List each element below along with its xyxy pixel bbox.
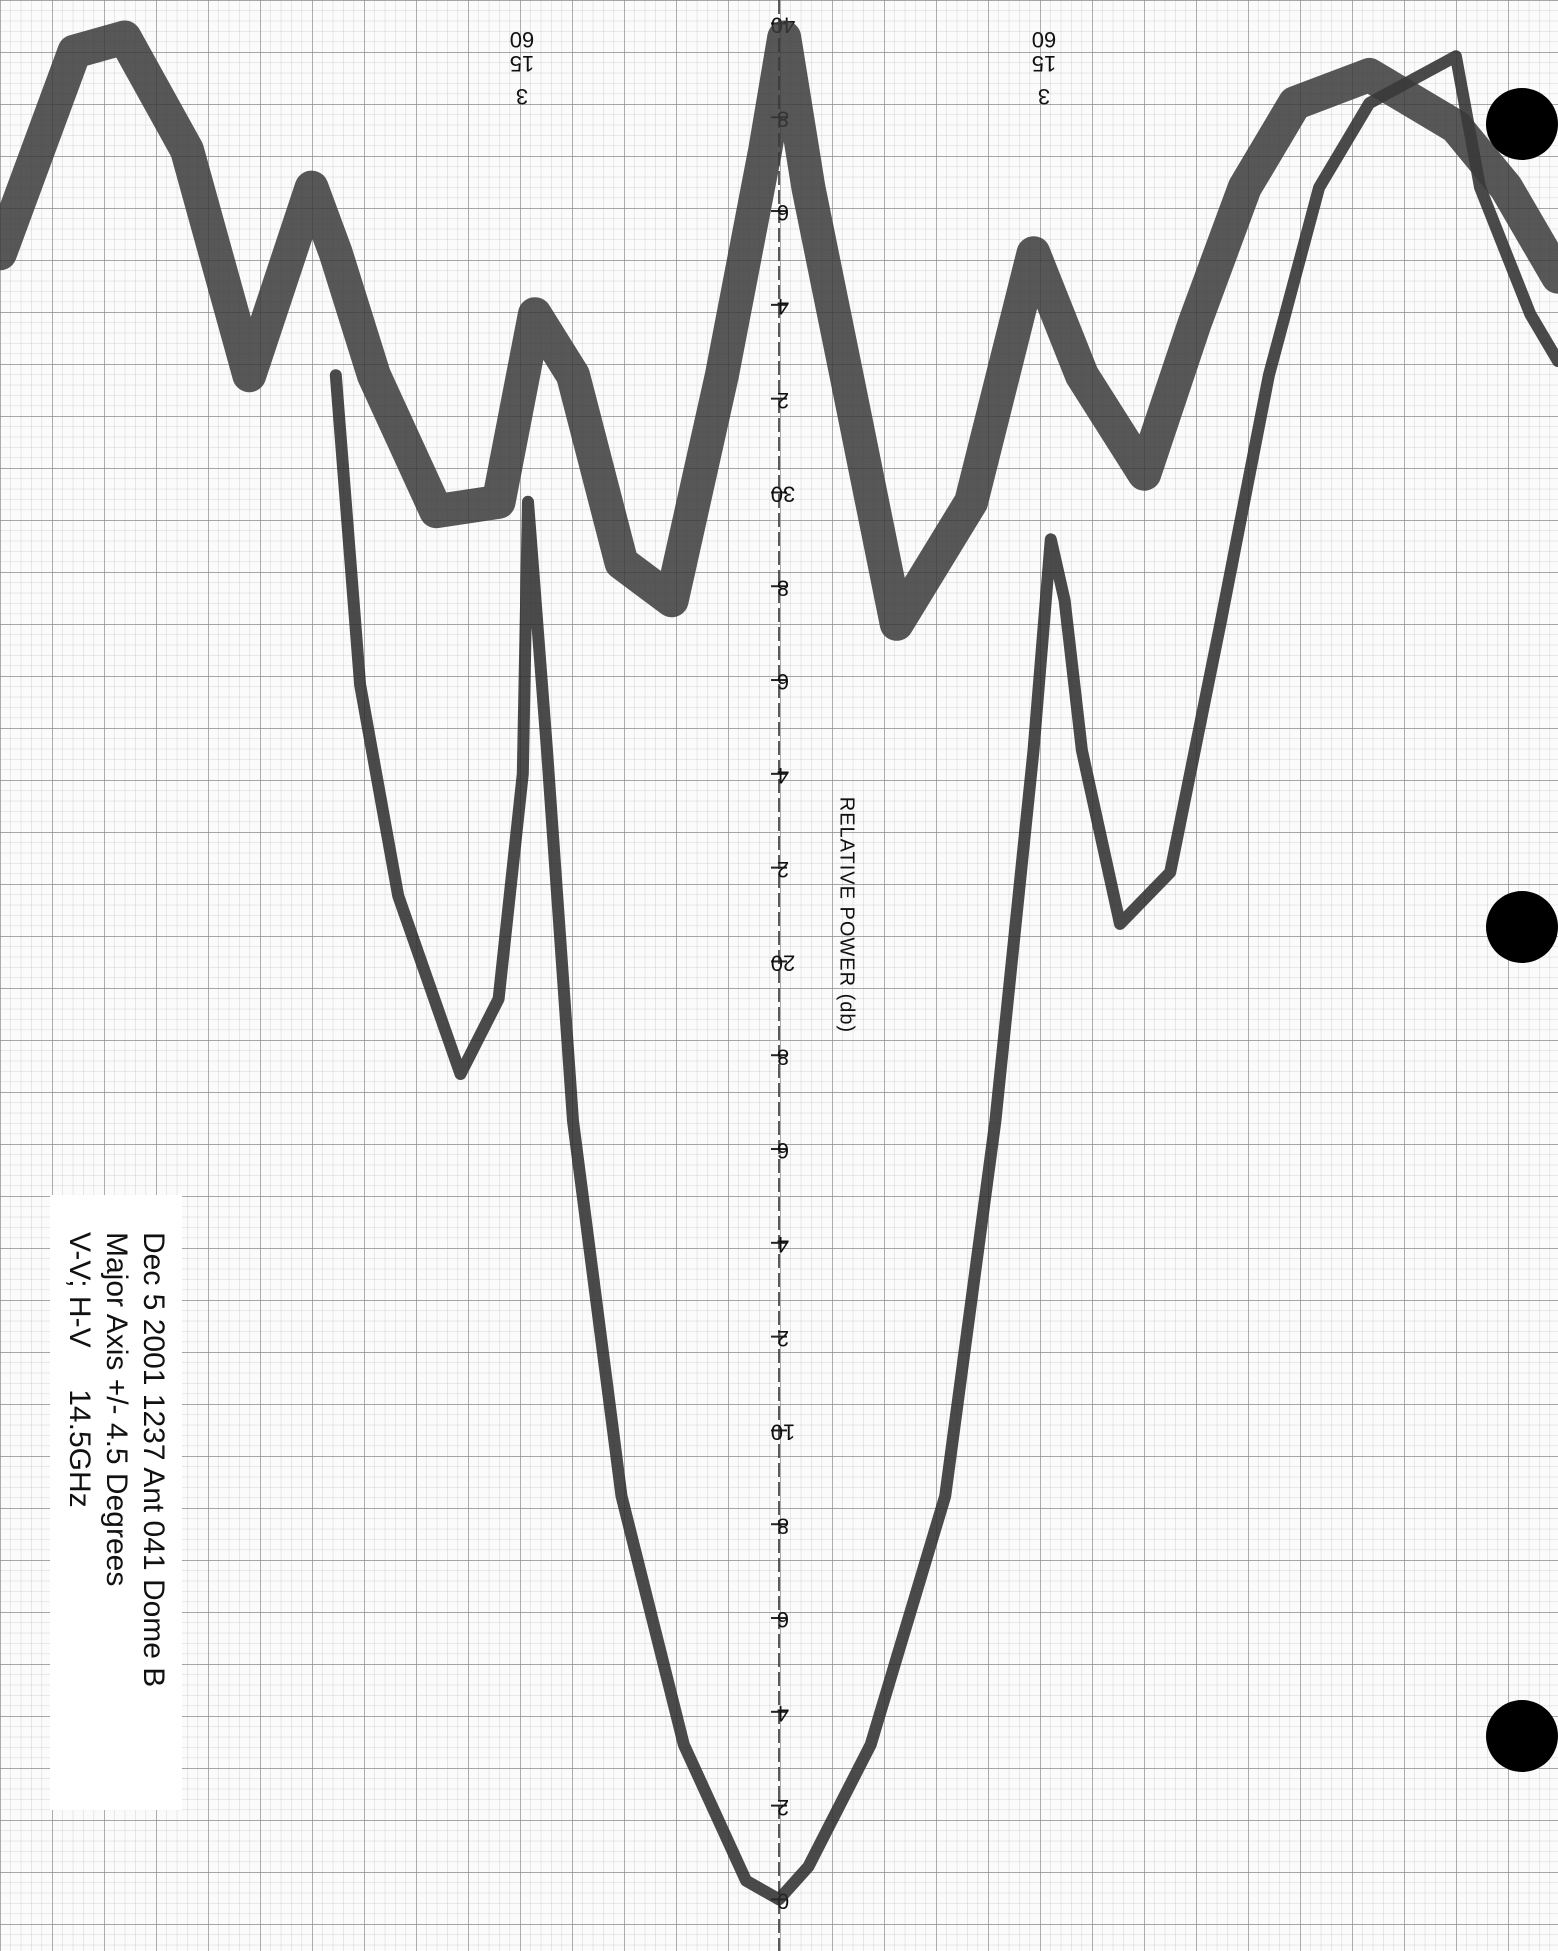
punch-hole: [1486, 1700, 1558, 1772]
y-tick-label: 2: [777, 857, 789, 882]
y-tick-label: 6: [777, 669, 789, 694]
y-tick-label: 4: [777, 1701, 789, 1726]
range-annotation: 15: [1032, 51, 1056, 76]
range-annotation: 60: [1032, 27, 1056, 52]
y-tick-label: 30: [771, 482, 795, 507]
range-annotation: 3: [1038, 84, 1050, 109]
y-axis-title: RELATIVE POWER (db): [836, 797, 858, 1033]
punch-hole: [1486, 88, 1558, 160]
y-tick-label: 2: [777, 1326, 789, 1351]
range-annotation: 3: [516, 84, 528, 109]
y-tick-label: 4: [777, 763, 789, 788]
note: V-V; H-V 14.5GHz: [63, 1232, 96, 1508]
range-annotation: 60: [510, 27, 534, 52]
y-tick-label: 6: [777, 1607, 789, 1632]
y-tick-label: 8: [777, 1044, 789, 1069]
y-tick-label: 10: [771, 1420, 795, 1445]
y-tick-label: 8: [777, 575, 789, 600]
page: {"chart_data": { "type": "line", "y_labe…: [0, 0, 1558, 1951]
y-tick-label: 6: [777, 200, 789, 225]
y-tick-label: 2: [777, 388, 789, 413]
y-tick-label: 4: [777, 1232, 789, 1257]
punch-hole: [1486, 891, 1558, 963]
chart: 0246810246820246830246840RELATIVE POWER …: [0, 0, 1558, 1951]
note: Dec 5 2001 1237 Ant 041 Dome B: [137, 1232, 170, 1687]
y-tick-label: 4: [777, 294, 789, 319]
range-annotation: 15: [510, 51, 534, 76]
note: Major Axis +/- 4.5 Degrees: [100, 1232, 133, 1586]
y-tick-label: 6: [777, 1138, 789, 1163]
y-tick-label: 8: [777, 1513, 789, 1538]
y-tick-label: 20: [771, 951, 795, 976]
y-tick-label: 2: [777, 1795, 789, 1820]
